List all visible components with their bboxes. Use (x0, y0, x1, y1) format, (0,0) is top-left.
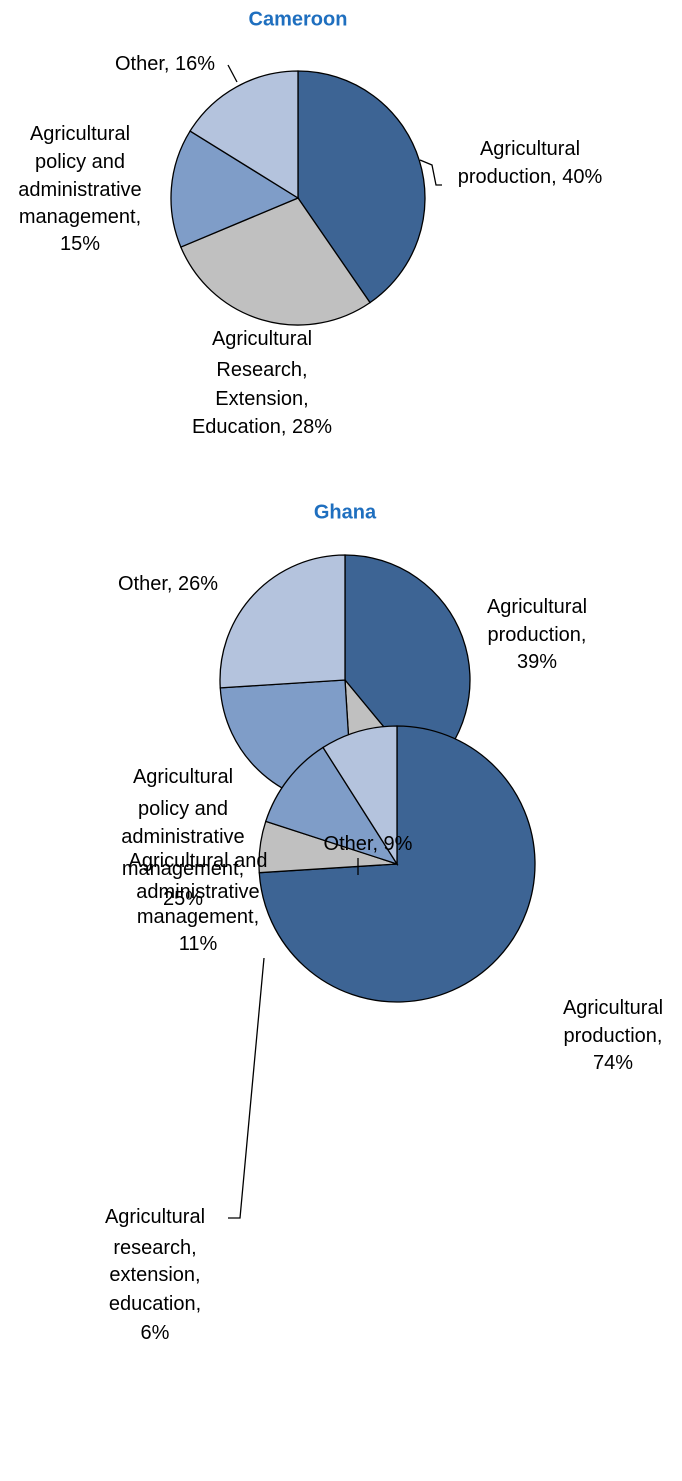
chart-title: Cameroon (249, 8, 348, 30)
leader-line (228, 957, 265, 1219)
pie-slice (322, 725, 398, 867)
data-label: Agricultural Research, Extension, Education… (192, 328, 332, 438)
data-label: Agricultural policy and administrative mana… (18, 123, 141, 255)
chart-title: Ghana (314, 501, 377, 523)
pie-slice (264, 746, 399, 866)
pie-slice (219, 554, 346, 689)
data-label: Agricultural policy and administrative mana… (121, 766, 244, 910)
pie-slice (189, 70, 299, 200)
data-label: Agricultural and administrative management… (129, 850, 268, 955)
data-label: Agricultural production, 39% (487, 596, 587, 673)
data-label: Agricultural production, 40% (458, 138, 603, 188)
leader-line (227, 64, 238, 83)
pie-slice (297, 70, 426, 304)
leader-line (419, 159, 442, 186)
pie-slice (170, 130, 300, 248)
data-label: Other, 16% (115, 53, 215, 75)
data-label: Other, 26% (118, 573, 218, 595)
data-label: Agricultural production, 74% (563, 997, 663, 1074)
pie-slice (180, 197, 371, 326)
data-label: Other, 9% (324, 833, 413, 855)
